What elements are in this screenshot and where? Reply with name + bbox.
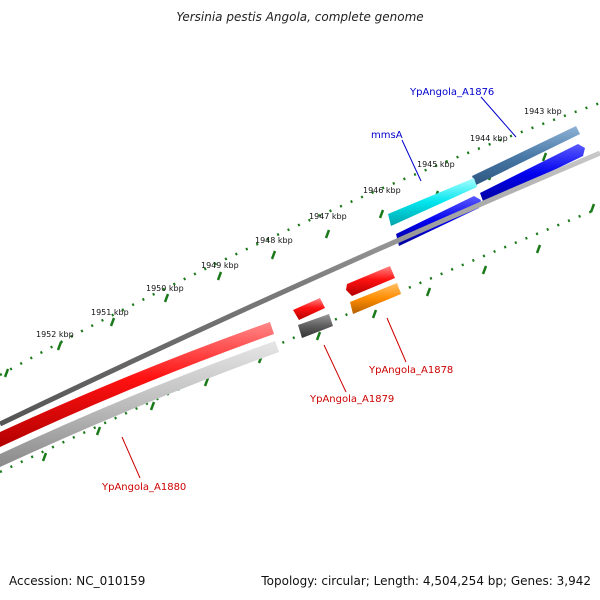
gene-a1879-arrow: [293, 298, 325, 320]
reverse-strand-genes: [0, 266, 401, 467]
accession-text: Accession: NC_010159: [9, 574, 146, 588]
ruler-label-1943: 1943 kbp: [524, 107, 562, 116]
genome-summary-text: Topology: circular; Length: 4,504,254 bp…: [261, 574, 591, 588]
ruler-label-1947: 1947 kbp: [309, 212, 347, 221]
gene-label-a1880: YpAngola_A1880: [101, 482, 186, 493]
gene-label-a1876: YpAngola_A1876: [409, 87, 494, 98]
gene-a1878-bar: [350, 283, 401, 314]
ruler-label-1950: 1950 kbp: [146, 284, 184, 293]
gene-a1879-bar: [298, 314, 333, 338]
ruler-label-1948: 1948 kbp: [255, 236, 293, 245]
forward-strand-genes: [388, 126, 585, 246]
ruler-labels: 1943 kbp 1944 kbp 1945 kbp 1946 kbp 1947…: [36, 107, 562, 339]
ruler-label-1946: 1946 kbp: [363, 186, 401, 195]
ruler-label-1944: 1944 kbp: [470, 134, 508, 143]
ruler-label-1952: 1952 kbp: [36, 330, 74, 339]
gene-a1880-bar: [0, 322, 274, 447]
ruler-label-1951: 1951 kbp: [91, 308, 129, 317]
gene-a1876-bar: [472, 126, 580, 185]
ruler-label-1949: 1949 kbp: [201, 261, 239, 270]
gene-mmsA-bar: [388, 178, 477, 226]
outer-tick-ring: [0, 101, 600, 377]
gene-grey-bar: [0, 341, 279, 467]
gene-blue-arrow-upper: [480, 144, 585, 204]
map-title: Yersinia pestis Angola, complete genome: [176, 10, 424, 24]
ruler-label-1945: 1945 kbp: [417, 160, 455, 169]
inner-tick-ring: [0, 206, 600, 474]
gene-label-a1879: YpAngola_A1879: [309, 394, 394, 405]
leader-lines: [121, 96, 517, 479]
gene-a1878-arrow: [346, 266, 395, 296]
gene-label-mmsA: mmsA: [371, 130, 403, 141]
gene-label-a1878: YpAngola_A1878: [368, 365, 453, 376]
genome-backbone: [0, 150, 600, 427]
inner-major-ticks: [41, 203, 596, 462]
